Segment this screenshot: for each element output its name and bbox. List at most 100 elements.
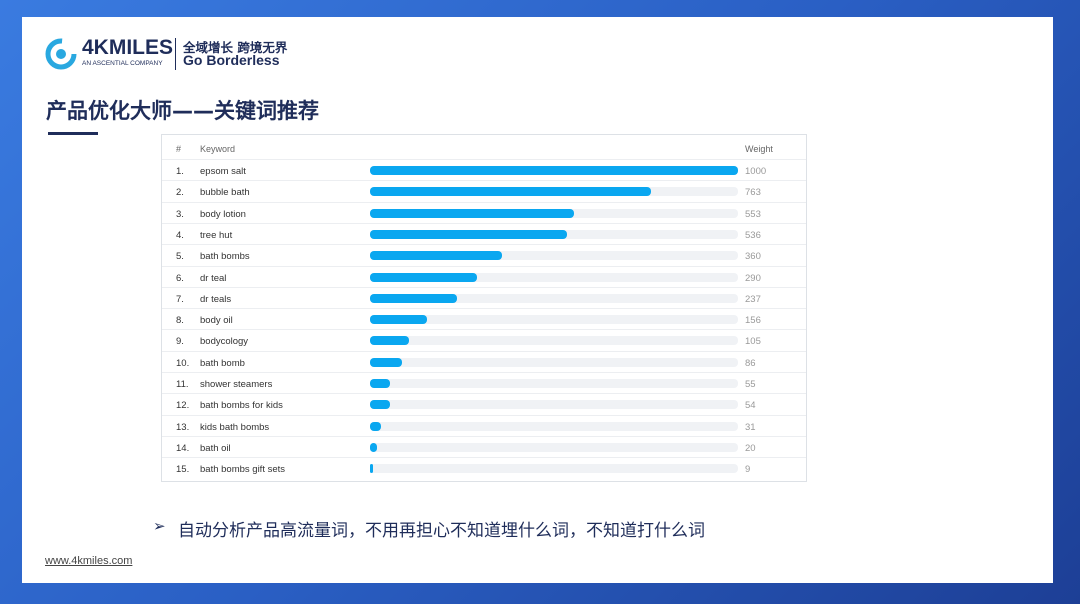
weight: 156 bbox=[745, 315, 761, 327]
weight-bar bbox=[370, 272, 477, 282]
column-header: Keyword bbox=[200, 144, 236, 154]
weight-bar bbox=[370, 315, 428, 325]
rank: 14. bbox=[176, 442, 190, 454]
keyword: epsom salt bbox=[200, 166, 246, 177]
weight: 290 bbox=[745, 272, 761, 284]
weight-bar bbox=[370, 251, 503, 261]
weight-bar bbox=[370, 229, 568, 239]
table-row: 10. bath bomb 86 bbox=[162, 350, 806, 373]
keyword: kids bath bombs bbox=[200, 421, 270, 433]
weight: 31 bbox=[745, 421, 756, 433]
weight-bar bbox=[370, 187, 651, 197]
weight-bar bbox=[370, 379, 391, 388]
table-row: 3. body lotion 553 bbox=[162, 201, 806, 224]
keyword: bath bombs gift sets bbox=[200, 464, 286, 476]
keyword: shower steamers bbox=[200, 379, 273, 390]
table-row: 13. kids bath bombs 31 bbox=[162, 414, 806, 437]
keyword: bodycology bbox=[200, 336, 249, 348]
table-row: 9. bodycology 105 bbox=[162, 329, 806, 351]
table-row: 14. bath oil 20 bbox=[162, 435, 806, 458]
keyword: body lotion bbox=[200, 208, 246, 220]
bullet-marker: ➢ bbox=[153, 517, 166, 535]
rank: 8. bbox=[176, 315, 184, 327]
rank: 15. bbox=[176, 464, 190, 476]
rank: 6. bbox=[176, 272, 184, 284]
keyword: bath bombs bbox=[200, 251, 250, 263]
header-row: # Keyword Weight bbox=[162, 135, 806, 156]
keyword: bath bombs for kids bbox=[200, 400, 283, 412]
rank: 9. bbox=[176, 336, 184, 348]
rank: 4. bbox=[176, 229, 184, 241]
weight: 86 bbox=[745, 357, 756, 369]
weight: 237 bbox=[745, 293, 761, 305]
keyword: dr teal bbox=[200, 272, 227, 284]
table-row: 1. epsom salt 1000 bbox=[162, 159, 806, 181]
bar-track bbox=[370, 315, 738, 325]
weight: 55 bbox=[745, 379, 756, 390]
table-row: 6. dr teal 290 bbox=[162, 265, 806, 288]
rank: 3. bbox=[176, 208, 184, 220]
weight-bar bbox=[370, 421, 382, 431]
table-row: 4. tree hut 536 bbox=[162, 222, 806, 245]
weight: 54 bbox=[745, 400, 756, 412]
table-row: 5. bath bombs 360 bbox=[162, 244, 806, 266]
keyword: bath oil bbox=[200, 442, 231, 454]
rank: 5. bbox=[176, 251, 184, 263]
bar-track bbox=[370, 357, 738, 367]
footer-link[interactable]: www.4kmiles.com bbox=[45, 555, 133, 567]
table-row: 8. body oil 156 bbox=[162, 308, 806, 330]
table-row: 11. shower steamers 55 bbox=[162, 372, 806, 394]
slogan-cn: 全域增长 跨境无界 bbox=[183, 40, 288, 55]
weight: 360 bbox=[745, 251, 761, 263]
rank: 12. bbox=[176, 400, 190, 412]
logo-icon bbox=[45, 38, 77, 70]
weight: 105 bbox=[745, 336, 761, 348]
bullet-text: 自动分析产品高流量词，不用再担心不知道埋什么词，不知道打什么词 bbox=[178, 521, 705, 541]
weight: 1000 bbox=[745, 166, 767, 177]
brand-sub: AN ASCENTIAL COMPANY bbox=[82, 60, 163, 67]
title-underline bbox=[48, 132, 98, 135]
bar-track bbox=[370, 293, 738, 303]
rank: 7. bbox=[176, 293, 184, 305]
bar-track bbox=[370, 229, 738, 239]
table-row: 15. bath bombs gift sets 9 bbox=[162, 457, 806, 479]
table-row: 2. bubble bath 763 bbox=[162, 180, 806, 202]
bar-track bbox=[370, 251, 738, 261]
brand: 4KMILES bbox=[82, 36, 174, 59]
column-header: # bbox=[176, 144, 182, 154]
keyword: dr teals bbox=[200, 293, 232, 305]
table-row: 12. bath bombs for kids 54 bbox=[162, 393, 806, 415]
rank: 1. bbox=[176, 166, 184, 177]
bar-track bbox=[370, 400, 738, 410]
weight: 763 bbox=[745, 187, 761, 199]
bar-track bbox=[370, 379, 738, 388]
keyword-table: # Keyword Weight 1. epsom salt 1000 2. bubbl… bbox=[161, 134, 807, 482]
weight-bar bbox=[370, 464, 374, 474]
bar-track bbox=[370, 208, 738, 218]
table-row: 7. dr teals 237 bbox=[162, 286, 806, 309]
bar-track bbox=[370, 464, 738, 474]
column-header: Weight bbox=[745, 144, 773, 154]
weight: 20 bbox=[745, 442, 756, 454]
weight-bar bbox=[370, 208, 574, 218]
bar-track bbox=[370, 421, 738, 431]
divider bbox=[175, 38, 176, 70]
rank: 10. bbox=[176, 357, 190, 369]
weight-bar bbox=[370, 442, 378, 452]
keyword: body oil bbox=[200, 315, 233, 327]
title: 产品优化大师——关键词推荐 bbox=[46, 99, 319, 123]
keyword: bubble bath bbox=[200, 187, 250, 199]
weight: 553 bbox=[745, 208, 761, 220]
keyword: bath bomb bbox=[200, 357, 245, 369]
weight: 9 bbox=[745, 464, 751, 476]
rank: 13. bbox=[176, 421, 190, 433]
weight: 536 bbox=[745, 229, 761, 241]
rank: 11. bbox=[176, 379, 189, 390]
weight-bar bbox=[370, 166, 738, 175]
rank: 2. bbox=[176, 187, 184, 199]
weight-bar bbox=[370, 357, 402, 367]
bar-track bbox=[370, 272, 738, 282]
bar-track bbox=[370, 442, 738, 452]
weight-bar bbox=[370, 293, 458, 303]
